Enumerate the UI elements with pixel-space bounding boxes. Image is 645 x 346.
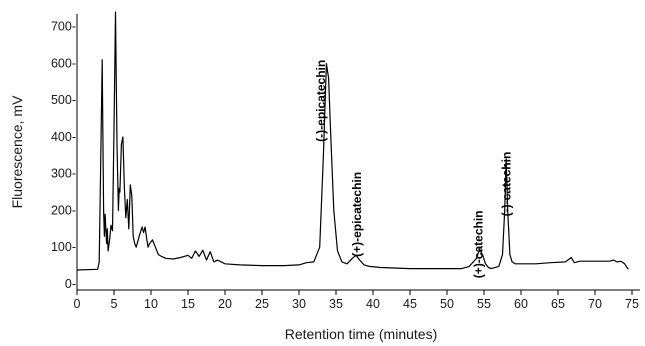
x-tick-label: 60	[514, 297, 528, 311]
y-tick-label: 100-	[51, 240, 76, 254]
y-tick-label: 600-	[51, 56, 76, 70]
y-axis-ticks: 0- 100- 200- 300- 400- 500- 600- 700-	[51, 20, 76, 291]
x-tick-label: 15	[181, 297, 195, 311]
x-tick-label: 5	[111, 297, 118, 311]
x-tick-label: 10	[144, 297, 158, 311]
x-tick-label: 55	[477, 297, 491, 311]
chromatogram-trace	[76, 11, 629, 271]
x-tick-label: 40	[366, 297, 380, 311]
y-tick-label: 300-	[51, 167, 76, 181]
y-tick-label: 500-	[51, 93, 76, 107]
y-tick-label: 0-	[65, 277, 76, 291]
x-tick-label: 75	[625, 297, 639, 311]
x-tick-label: 45	[403, 297, 417, 311]
x-tick-label: 50	[440, 297, 454, 311]
x-tick-label: 65	[551, 297, 565, 311]
y-tick-label: 200-	[51, 203, 76, 217]
x-tick-label: 25	[255, 297, 269, 311]
x-tick-label: 70	[588, 297, 602, 311]
peak-label: (+)-epicatechin	[350, 172, 364, 257]
x-tick-label: 20	[218, 297, 232, 311]
peak-label: (+)-catechin	[472, 211, 486, 279]
x-tick-label: 30	[292, 297, 306, 311]
y-tick-label: 700-	[51, 20, 76, 34]
peak-labels: (-)-epicatechin (+)-epicatechin (+)-catech…	[314, 60, 514, 278]
y-axis-title: Fluorescence, mV	[9, 95, 25, 208]
x-axis-title: Retention time (minutes)	[285, 326, 438, 342]
peak-label: (-)-epicatechin	[314, 60, 328, 142]
x-tick-label: 35	[329, 297, 343, 311]
plot-frame	[76, 14, 640, 291]
peak-label: (-)-catechin	[500, 152, 514, 217]
y-tick-label: 400-	[51, 130, 76, 144]
x-tick-label: 0	[74, 297, 81, 311]
x-axis-ticks: 0 5 10 15 20 25 30 35 40 45 50 55 60 65 70 75	[74, 290, 639, 311]
